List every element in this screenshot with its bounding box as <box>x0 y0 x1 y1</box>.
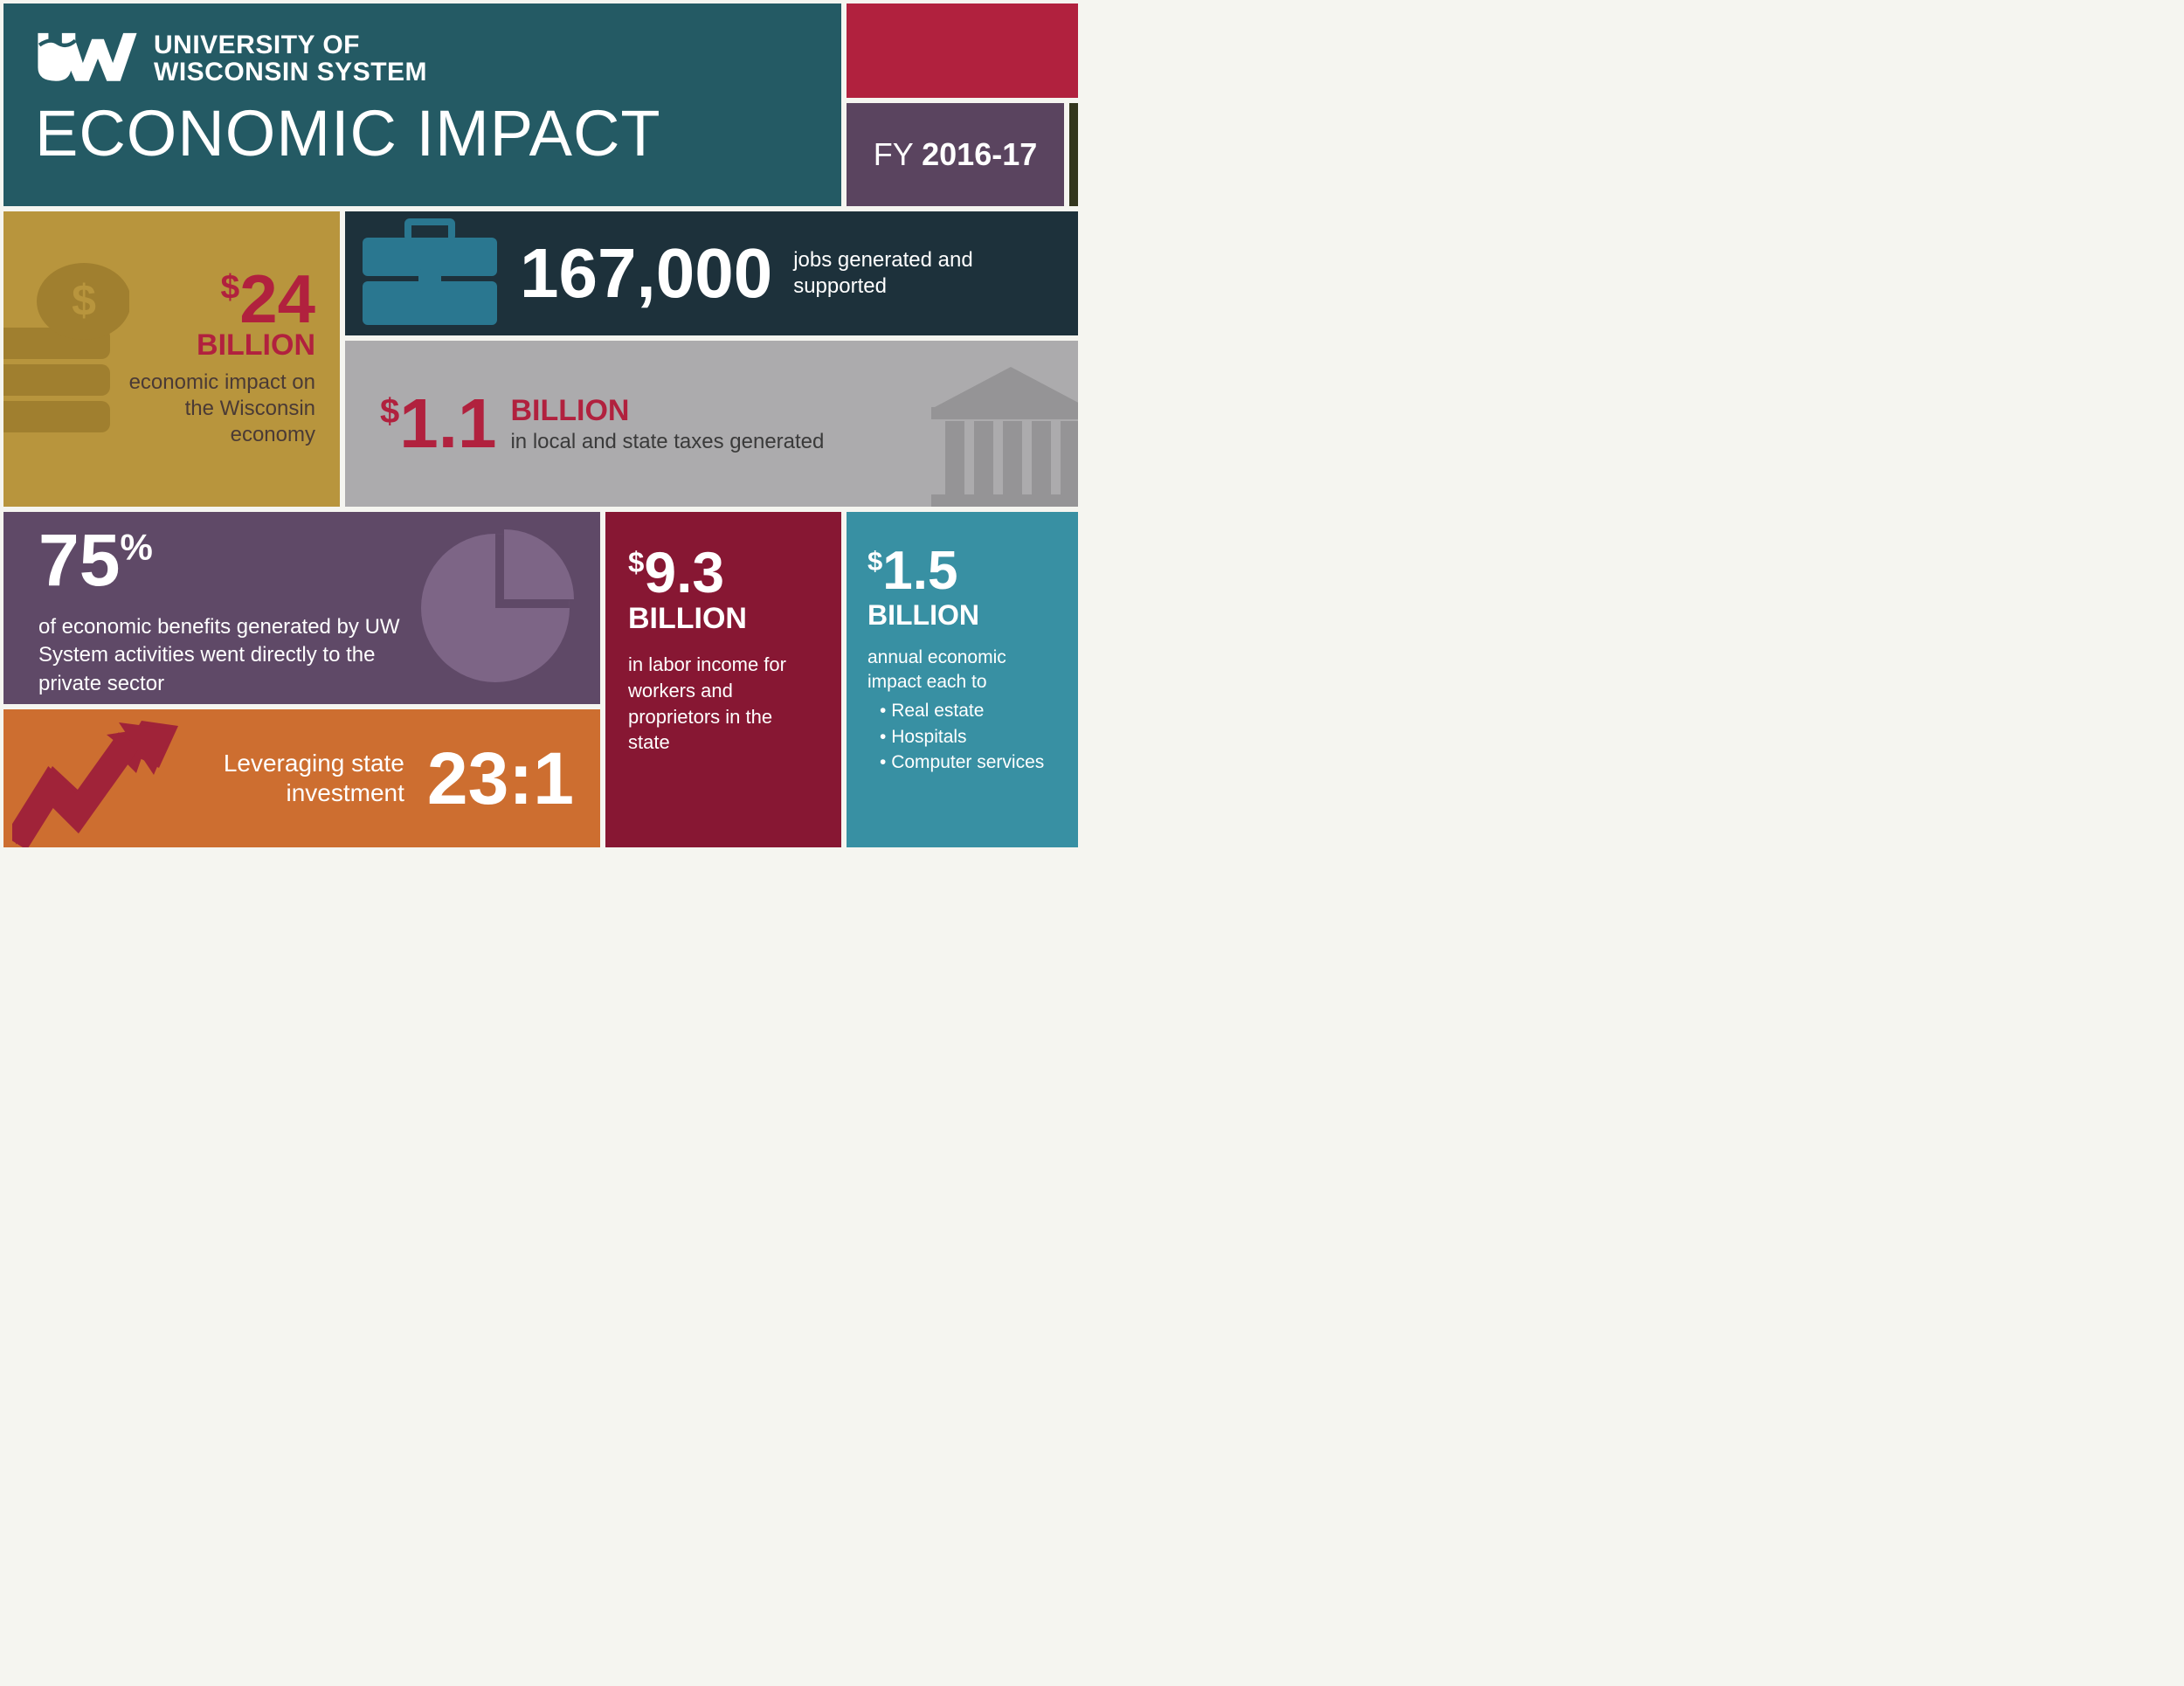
list-item: Computer services <box>880 750 1057 775</box>
fy-year: 2016-17 <box>922 136 1037 172</box>
building-icon <box>919 362 1078 507</box>
uw-logo-icon <box>35 24 140 93</box>
impact-unit: BILLION <box>114 328 315 363</box>
taxes-unit: BILLION <box>510 394 824 428</box>
impact-desc: economic impact on the Wisconsin economy <box>114 370 315 448</box>
org-line1: UNIVERSITY OF <box>154 31 427 59</box>
header-main: UNIVERSITY OF WISCONSIN SYSTEM ECONOMIC … <box>3 3 841 206</box>
svg-text:$: $ <box>72 276 96 325</box>
stat-taxes: $1.1 BILLION in local and state taxes ge… <box>345 341 1078 507</box>
sector-value: $1.5 <box>867 547 1057 596</box>
stat-sector-impact: $1.5 BILLION annual economic impact each… <box>847 512 1078 847</box>
taxes-value: $1.1 <box>380 383 496 464</box>
stat-leverage: Leveraging state investment 23:1 <box>3 709 600 847</box>
stat-jobs: 167,000 jobs generated and supported <box>345 211 1078 335</box>
jobs-desc: jobs generated and supported <box>793 247 1052 300</box>
leverage-label: Leveraging state investment <box>143 749 404 807</box>
jobs-value: 167,000 <box>520 233 772 314</box>
impact-value: $24 <box>114 270 315 328</box>
org-line2: WISCONSIN SYSTEM <box>154 59 427 86</box>
taxes-desc: in local and state taxes generated <box>510 430 824 454</box>
private-desc: of economic benefits generated by UW Sys… <box>38 613 405 698</box>
leverage-value: 23:1 <box>427 736 574 821</box>
sector-list: Real estate Hospitals Computer services <box>867 698 1057 775</box>
logo-row: UNIVERSITY OF WISCONSIN SYSTEM <box>35 24 810 93</box>
page-title: ECONOMIC IMPACT <box>35 96 810 170</box>
briefcase-icon <box>356 217 504 330</box>
stat-economic-impact: $ $24 BILLION economic impact on the Wis… <box>3 211 340 507</box>
fy-prefix: FY <box>874 136 913 172</box>
fy-label: FY 2016-17 <box>874 136 1038 173</box>
sector-desc: annual economic impact each to <box>867 646 1057 695</box>
coins-icon: $ <box>3 263 129 455</box>
labor-desc: in labor income for workers and propriet… <box>628 652 819 756</box>
infographic-container: UNIVERSITY OF WISCONSIN SYSTEM ECONOMIC … <box>0 0 1078 833</box>
labor-unit: BILLION <box>628 602 819 636</box>
stat-private-sector: 75% of economic benefits generated by UW… <box>3 512 600 704</box>
header-accent-red <box>847 3 1078 98</box>
stat-labor-income: $9.3 BILLION in labor income for workers… <box>605 512 841 847</box>
org-name: UNIVERSITY OF WISCONSIN SYSTEM <box>154 31 427 86</box>
list-item: Real estate <box>880 698 1057 723</box>
list-item: Hospitals <box>880 724 1057 750</box>
header-accent-olive <box>1069 103 1078 206</box>
sector-unit: BILLION <box>867 599 1057 632</box>
labor-value: $9.3 <box>628 547 819 598</box>
pie-chart-icon <box>417 529 574 687</box>
arrow-up-icon <box>12 721 178 847</box>
header-fy: FY 2016-17 <box>847 103 1064 206</box>
